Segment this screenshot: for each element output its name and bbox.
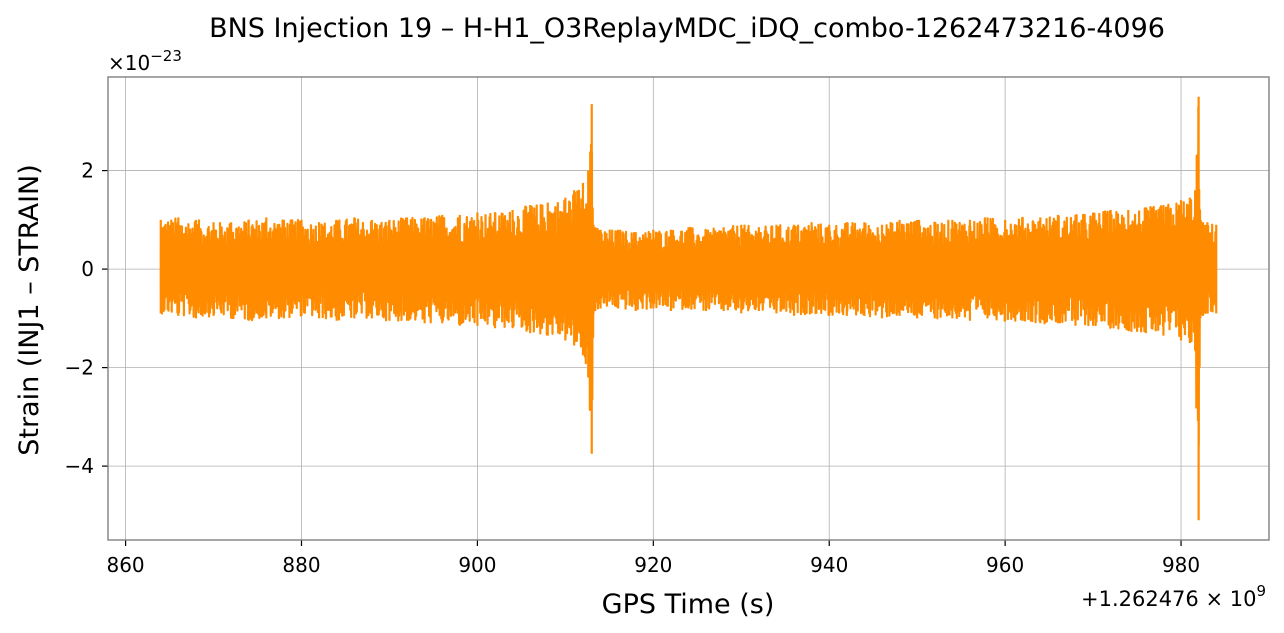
axis-ticks: 860 880 900 920 940 960 980 −4 −2 0 2	[65, 159, 1201, 577]
x-tick-label: 880	[282, 553, 320, 577]
y-tick-label: 0	[81, 257, 94, 281]
y-axis-label: Strain (INJ1 – STRAIN)	[14, 164, 45, 456]
x-axis-label: GPS Time (s)	[602, 589, 775, 620]
plot-area	[159, 96, 1218, 521]
x-tick-label: 960	[986, 553, 1024, 577]
y-tick-label: −4	[65, 454, 94, 478]
svg-text:×10−23: ×10−23	[108, 47, 182, 75]
x-tick-label: 900	[458, 553, 496, 577]
y-tick-label: 2	[81, 159, 94, 183]
axes-frame	[107, 76, 1270, 541]
strain-series-line	[159, 96, 1218, 521]
chart-title: BNS Injection 19 – H-H1_O3ReplayMDC_iDQ_…	[209, 13, 1165, 44]
x-tick-label: 920	[634, 553, 672, 577]
svg-text:+1.262476 × 109: +1.262476 × 109	[1081, 582, 1266, 611]
y-scale-multiplier: ×10−23	[108, 47, 182, 75]
x-offset-label: +1.262476 × 109	[1081, 582, 1266, 611]
x-tick-label: 860	[106, 553, 144, 577]
x-tick-label: 940	[810, 553, 848, 577]
y-tick-label: −2	[65, 356, 94, 380]
x-tick-label: 980	[1162, 553, 1200, 577]
